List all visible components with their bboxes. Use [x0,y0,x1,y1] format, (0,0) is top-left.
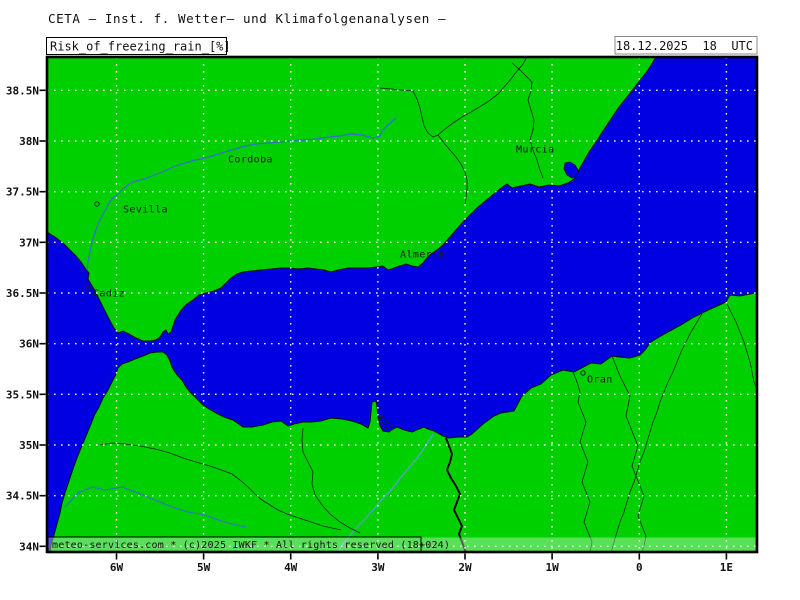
org-header: CETA – Inst. f. Wetter– und Klimafolgena… [48,11,446,26]
border-spain-3 [437,134,468,206]
lon-label-1E: 1E [720,561,733,574]
lat-label-37.5N: 37.5N [6,186,39,199]
border-morocco-2 [301,427,361,534]
city-label-cadiz: Cadiz [93,289,125,300]
lon-label-3W: 3W [371,561,385,574]
lat-label-35N: 35N [19,439,39,452]
border-spain-4 [511,62,544,179]
datetime-box [614,36,758,55]
lon-label-6W: 6W [110,561,124,574]
datetime-text: 18.12.2025 18 UTC [616,39,753,53]
lat-label-38.5N: 38.5N [6,84,39,97]
river-guadalquivir [86,117,397,271]
map-title: Risk_of_freezing_rain_[%] [50,40,231,54]
map-frame [45,55,759,554]
lat-label-34.5N: 34.5N [6,490,39,503]
border-morocco-algeria [445,437,467,552]
city-label-almeria: Almeria [400,250,445,261]
city-label-sevilla: Sevilla [123,205,168,216]
lon-label-2W: 2W [458,561,472,574]
lat-label-34N: 34N [19,540,39,553]
lagoon-mar-chica [379,415,393,431]
border-africa-1 [572,371,593,552]
city-label-cordoba: Cordoba [228,155,273,166]
land-iberia [47,57,657,342]
city-label-murcia: Murcia [516,145,555,156]
lat-label-35.5N: 35.5N [6,388,39,401]
watermark-strip [48,537,756,551]
river-moulouya [337,433,434,552]
lon-label-1W: 1W [545,561,559,574]
axis-labels: 38.5N 38N 37.5N 37N 36.5N 36N 35.5N 35N 34.5N 34N… [6,84,733,574]
border-africa-3 [610,311,704,552]
city-marker-oran [580,370,586,376]
city-marker-sevilla [94,201,100,207]
lat-label-36N: 36N [19,338,39,351]
copyright-text: meteo-services.com * (c)2025 IWKF * All … [52,540,450,551]
lat-label-38N: 38N [19,135,39,148]
lon-label-5W: 5W [197,561,211,574]
city-marker-cadiz [85,285,91,291]
lon-label-0: 0 [636,561,643,574]
lon-label-4W: 4W [284,561,298,574]
border-morocco-1 [99,442,342,531]
lagoon-mar-menor [563,161,579,179]
border-africa-4 [725,301,757,391]
city-labels: Cordoba Sevilla Murcia Almeria Cadiz Oran [85,145,613,386]
river-sebou [64,486,247,528]
border-spain-1 [437,57,528,136]
city-label-oran: Oran [587,375,613,386]
border-africa-2 [611,355,647,552]
title-box [46,37,227,55]
lat-label-37N: 37N [19,236,39,249]
lat-label-36.5N: 36.5N [6,287,39,300]
land-africa [49,292,757,552]
